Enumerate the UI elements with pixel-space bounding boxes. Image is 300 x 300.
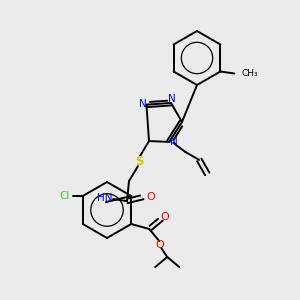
Text: O: O — [147, 192, 155, 202]
Text: S: S — [135, 154, 143, 168]
Text: O: O — [161, 212, 170, 222]
Text: N: N — [168, 94, 176, 104]
Text: CH₃: CH₃ — [242, 69, 258, 78]
Text: N: N — [139, 99, 146, 109]
Text: Cl: Cl — [60, 191, 70, 201]
Text: HN: HN — [97, 193, 113, 203]
Text: O: O — [156, 240, 165, 250]
Text: N: N — [170, 137, 178, 147]
